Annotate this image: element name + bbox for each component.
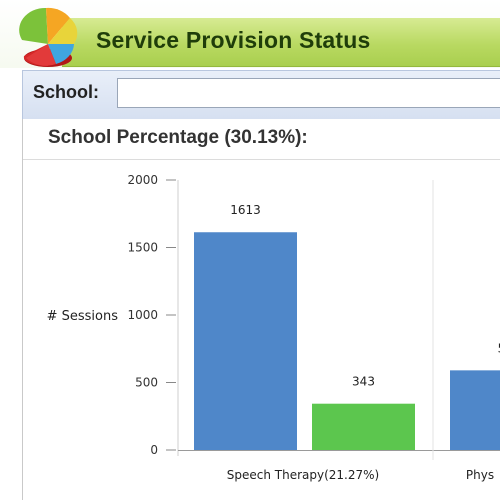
panel-divider	[23, 159, 500, 160]
y-tick-label: 1500	[127, 241, 158, 255]
bar	[450, 370, 500, 450]
y-axis-title: # Sessions	[47, 309, 119, 324]
panel-title: School Percentage (30.13%):	[48, 127, 308, 148]
page-title: Service Provision Status	[96, 27, 371, 53]
y-tick-label: 0	[150, 443, 158, 457]
bar-value-label: 343	[352, 375, 375, 389]
bar-value-label: 1613	[230, 203, 261, 217]
pie-chart-logo-icon	[19, 7, 78, 67]
category-label: Phys	[466, 468, 494, 482]
y-tick-label: 2000	[127, 173, 158, 187]
bar	[312, 403, 415, 450]
y-tick-label: 1000	[127, 308, 158, 322]
school-input[interactable]	[117, 78, 500, 108]
bar	[194, 232, 297, 450]
bar-value-label: 5	[498, 341, 500, 355]
y-tick-label: 500	[135, 376, 158, 390]
app-header: Service Provision Status	[0, 0, 500, 68]
category-label: Speech Therapy(21.27%)	[227, 468, 379, 482]
title-bar: Service Provision Status	[62, 18, 500, 67]
school-label: School:	[33, 82, 99, 102]
